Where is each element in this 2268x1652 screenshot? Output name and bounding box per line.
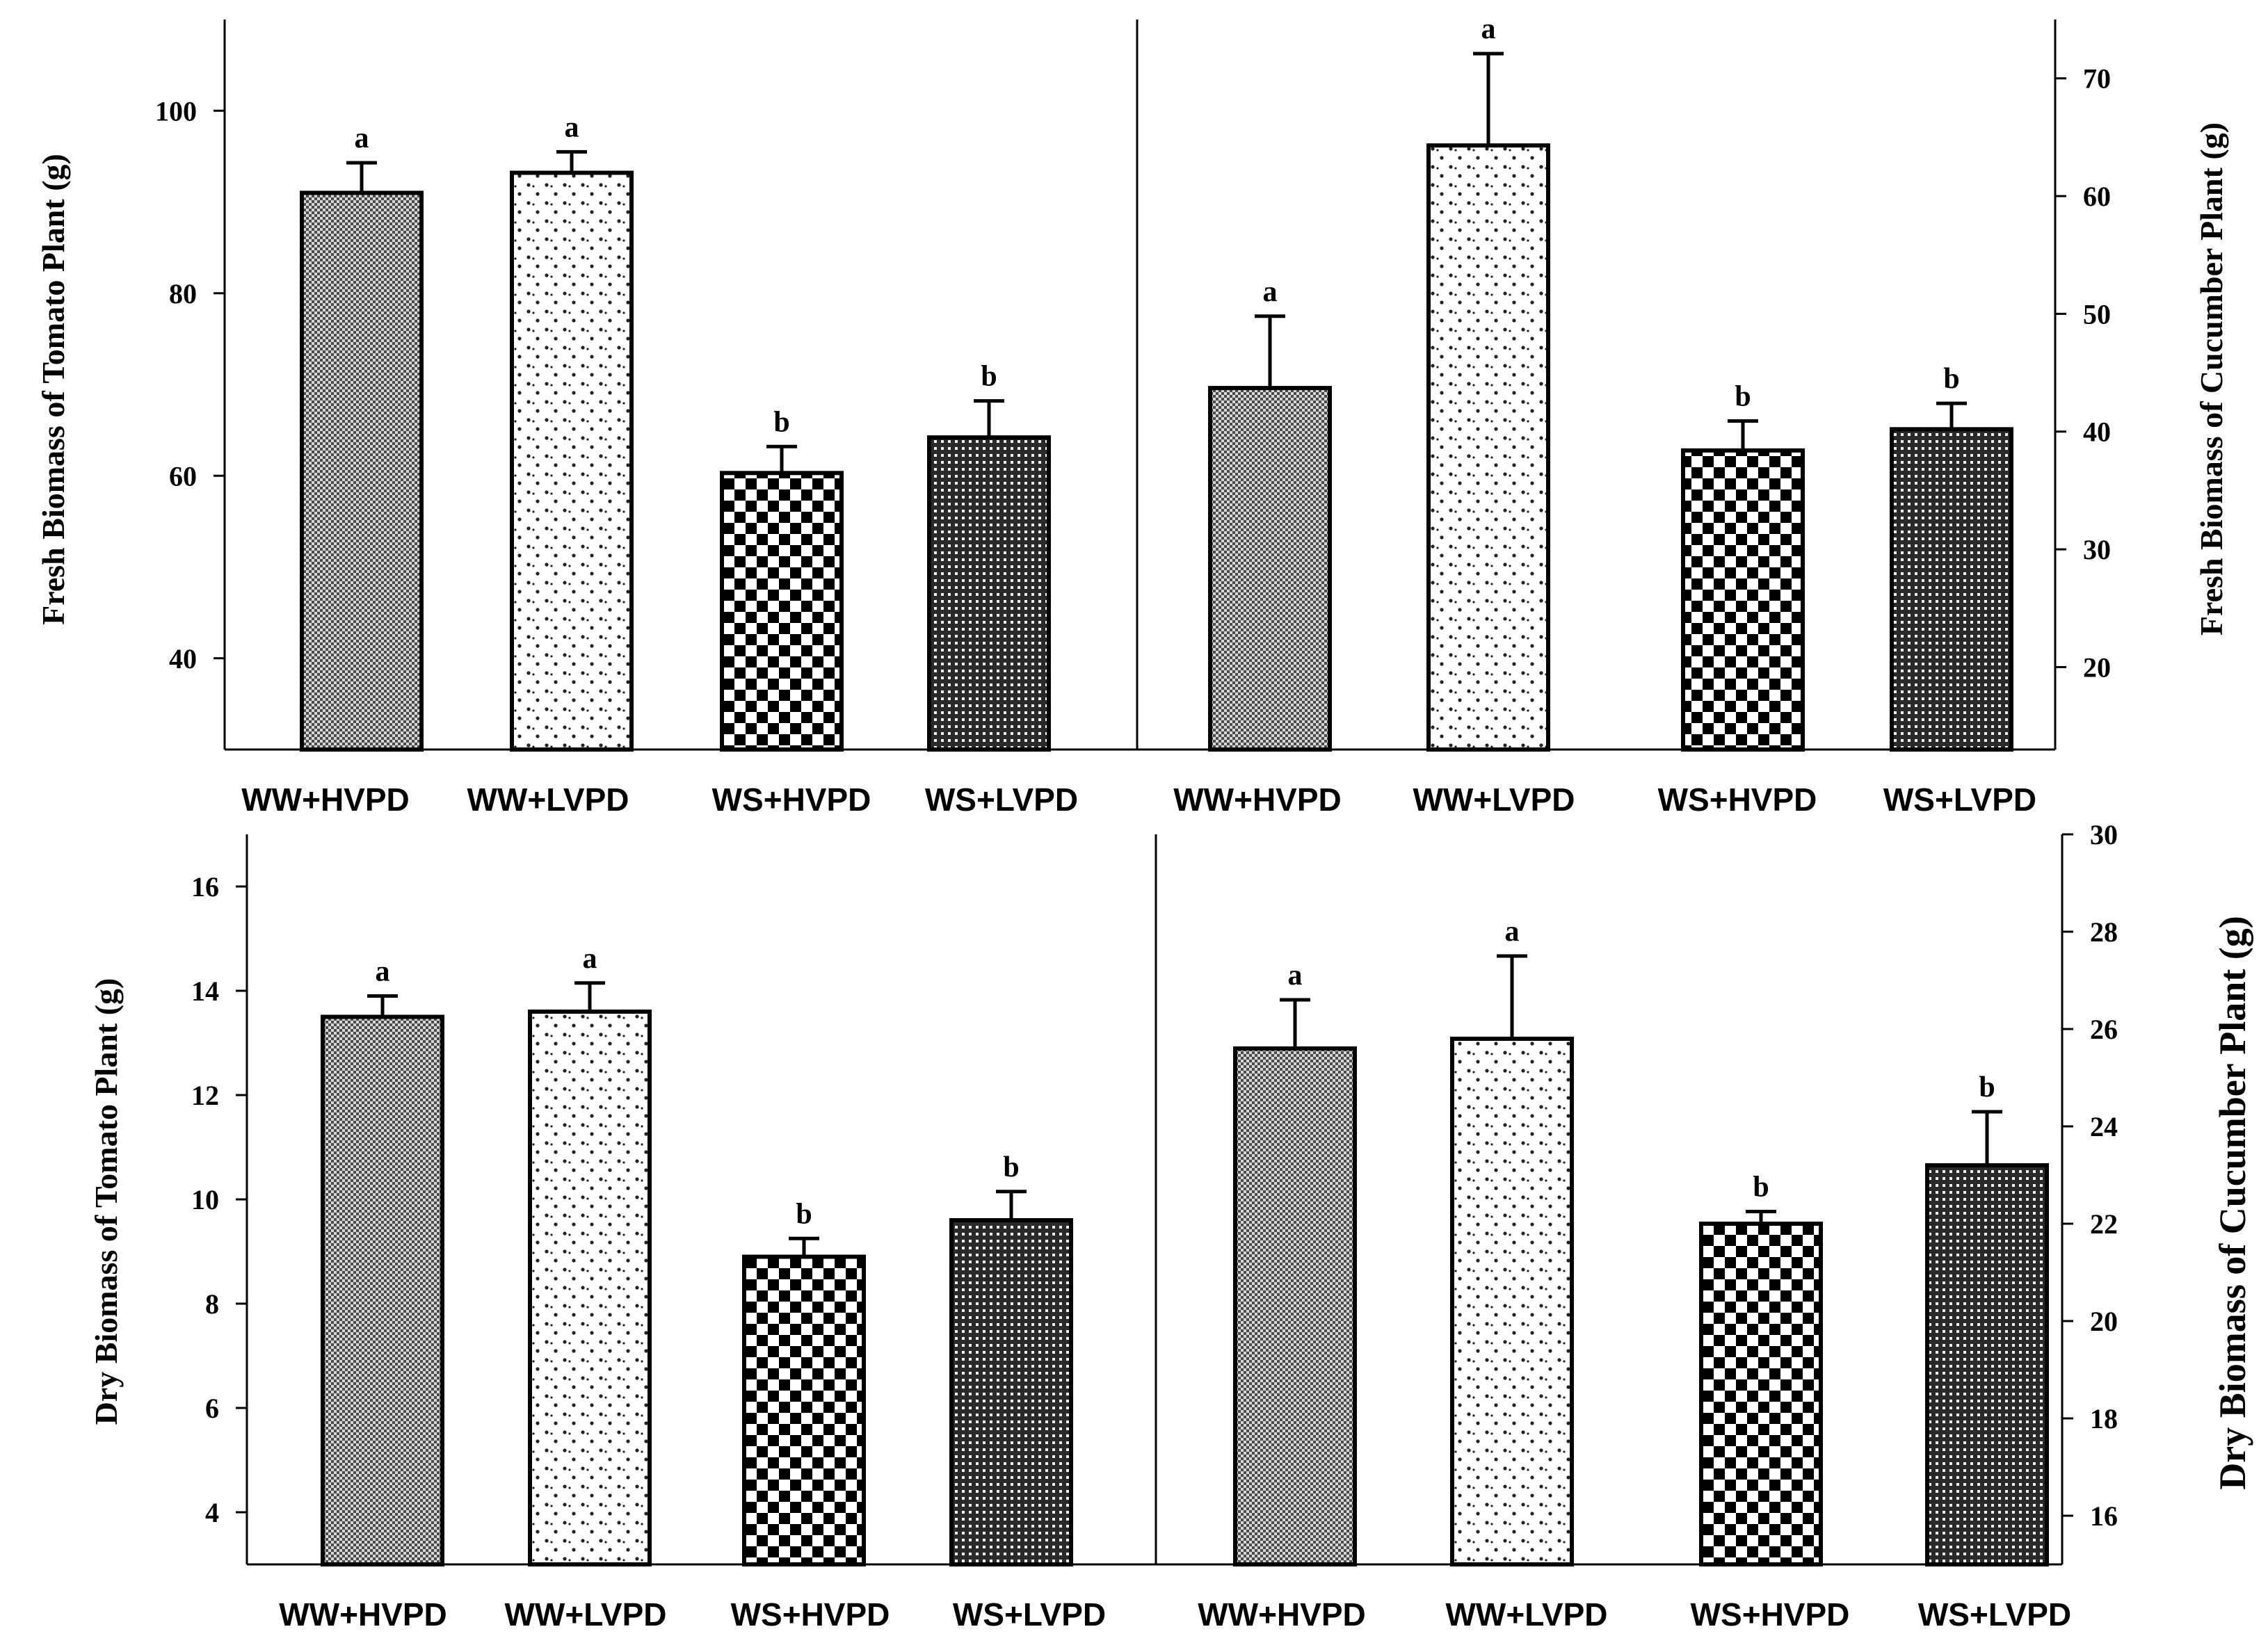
bar-ww-lvpd [528,1010,652,1566]
y-tick-label: 22 [2090,1208,2118,1240]
bar-ws-lvpd [1890,427,2013,752]
x-axis-labels-fresh-tomato: WW+HVPD WW+LVPD WS+HVPD WS+LVPD [241,782,1078,818]
x-tick-label: WW+LVPD [1446,1596,1608,1633]
y-tick-label: 16 [2090,1500,2118,1532]
significance-letter-ws-lvpd: b [1979,1071,1995,1103]
significance-letter-ww-lvpd: a [565,111,579,143]
significance-letter-ww-hvpd: a [1263,276,1278,308]
x-tick-label: WS+LVPD [953,1596,1106,1633]
x-axis-labels-fresh-cucumber: WW+HVPD WW+LVPD WS+HVPD WS+LVPD [1173,782,2036,818]
x-tick-label: WS+LVPD [925,782,1078,818]
x-tick-label: WS+HVPD [731,1596,890,1633]
bar-ws-hvpd [1681,448,1805,752]
y-tick-label: 10 [191,1184,219,1215]
y-tick-label: 6 [205,1393,219,1424]
bar-ws-hvpd [1699,1222,1823,1566]
bar-ws-lvpd [927,435,1051,752]
y-axis-title-dry-tomato: Dry Biomass of Tomato Plant (g) [88,978,124,1425]
x-axis-labels-dry-cucumber: WW+HVPD WW+LVPD WS+HVPD WS+LVPD [1198,1596,2071,1633]
y-tick-label: 30 [2090,819,2118,850]
significance-letter-ww-lvpd: a [1505,916,1520,948]
significance-letter-ws-lvpd: b [981,361,997,393]
significance-letter-ws-lvpd: b [1003,1151,1019,1183]
bar-ws-hvpd [742,1254,866,1566]
significance-letter-ws-lvpd: b [1943,363,1959,395]
panel-dry-cucumber: 16 18 20 22 24 26 28 30 a a b b [1233,819,2118,1566]
y-tick-label: 20 [2090,1306,2118,1337]
bar-ww-hvpd [1233,1046,1357,1566]
panel-fresh-tomato: 40 60 80 100 a a b b [155,95,1051,752]
y-tick-label: 20 [2083,651,2111,683]
y-tick-label: 12 [191,1080,219,1111]
bar-ww-hvpd [300,191,424,752]
significance-letter-ws-hvpd: b [796,1198,812,1230]
y-tick-label: 28 [2090,916,2118,948]
bar-ww-lvpd [1450,1037,1574,1566]
y-tick-label: 50 [2083,298,2111,330]
significance-letter-ww-hvpd: a [376,956,390,988]
bar-ws-lvpd [1925,1163,2049,1566]
y-tick-label: 4 [205,1497,219,1528]
x-tick-label: WW+HVPD [241,782,410,818]
y-tick-label: 14 [191,975,219,1007]
y-tick-label: 30 [2083,534,2111,565]
y-tick-label: 100 [155,95,197,127]
significance-letter-ws-hvpd: b [1735,381,1751,413]
y-axis-title-dry-cucumber: Dry Biomass of Cucumber Plant (g) [2212,916,2253,1489]
significance-letter-ws-hvpd: b [1753,1172,1769,1204]
x-tick-label: WS+HVPD [1691,1596,1850,1633]
y-tick-label: 16 [191,871,219,902]
x-tick-label: WW+HVPD [279,1596,447,1633]
bar-ww-hvpd [1208,386,1332,752]
x-tick-label: WW+HVPD [1198,1596,1366,1633]
y-tick-label: 26 [2090,1014,2118,1045]
y-axis-title-fresh-tomato: Fresh Biomass of Tomato Plant (g) [35,154,71,625]
x-tick-label: WW+LVPD [1413,782,1575,818]
y-tick-label: 80 [169,278,197,309]
x-tick-label: WS+LVPD [1918,1596,2071,1633]
y-tick-label: 8 [205,1288,219,1320]
x-tick-label: WW+LVPD [467,782,629,818]
panel-fresh-cucumber: 20 30 40 50 60 70 a a b b [1208,13,2111,752]
bar-ww-lvpd [510,170,634,752]
x-tick-label: WW+HVPD [1173,782,1342,818]
y-axis-title-fresh-cucumber: Fresh Biomass of Cucumber Plant (g) [2194,122,2229,635]
significance-letter-ww-hvpd: a [355,122,369,154]
x-tick-label: WS+LVPD [1883,782,2036,818]
y-tick-label: 18 [2090,1403,2118,1434]
y-tick-label: 40 [169,643,197,674]
y-tick-label: 70 [2083,63,2111,95]
y-tick-label: 24 [2090,1111,2118,1142]
x-tick-label: WS+HVPD [1658,782,1817,818]
x-tick-label: WS+HVPD [712,782,871,818]
bar-ww-lvpd [1426,143,1550,752]
significance-letter-ww-hvpd: a [1288,959,1303,991]
x-axis-labels-dry-tomato: WW+HVPD WW+LVPD WS+HVPD WS+LVPD [279,1596,1106,1633]
y-tick-label: 60 [169,460,197,492]
bar-ws-lvpd [949,1218,1073,1566]
y-tick-label: 40 [2083,416,2111,448]
panel-dry-tomato: 4 6 8 10 12 14 16 a a b b [191,871,1073,1566]
y-tick-label: 60 [2083,181,2111,212]
bar-ww-hvpd [321,1014,444,1566]
x-tick-label: WW+LVPD [505,1596,667,1633]
significance-letter-ww-lvpd: a [1481,13,1496,45]
bar-ws-hvpd [720,471,844,752]
significance-letter-ww-lvpd: a [583,943,597,975]
significance-letter-ws-hvpd: b [773,406,789,438]
